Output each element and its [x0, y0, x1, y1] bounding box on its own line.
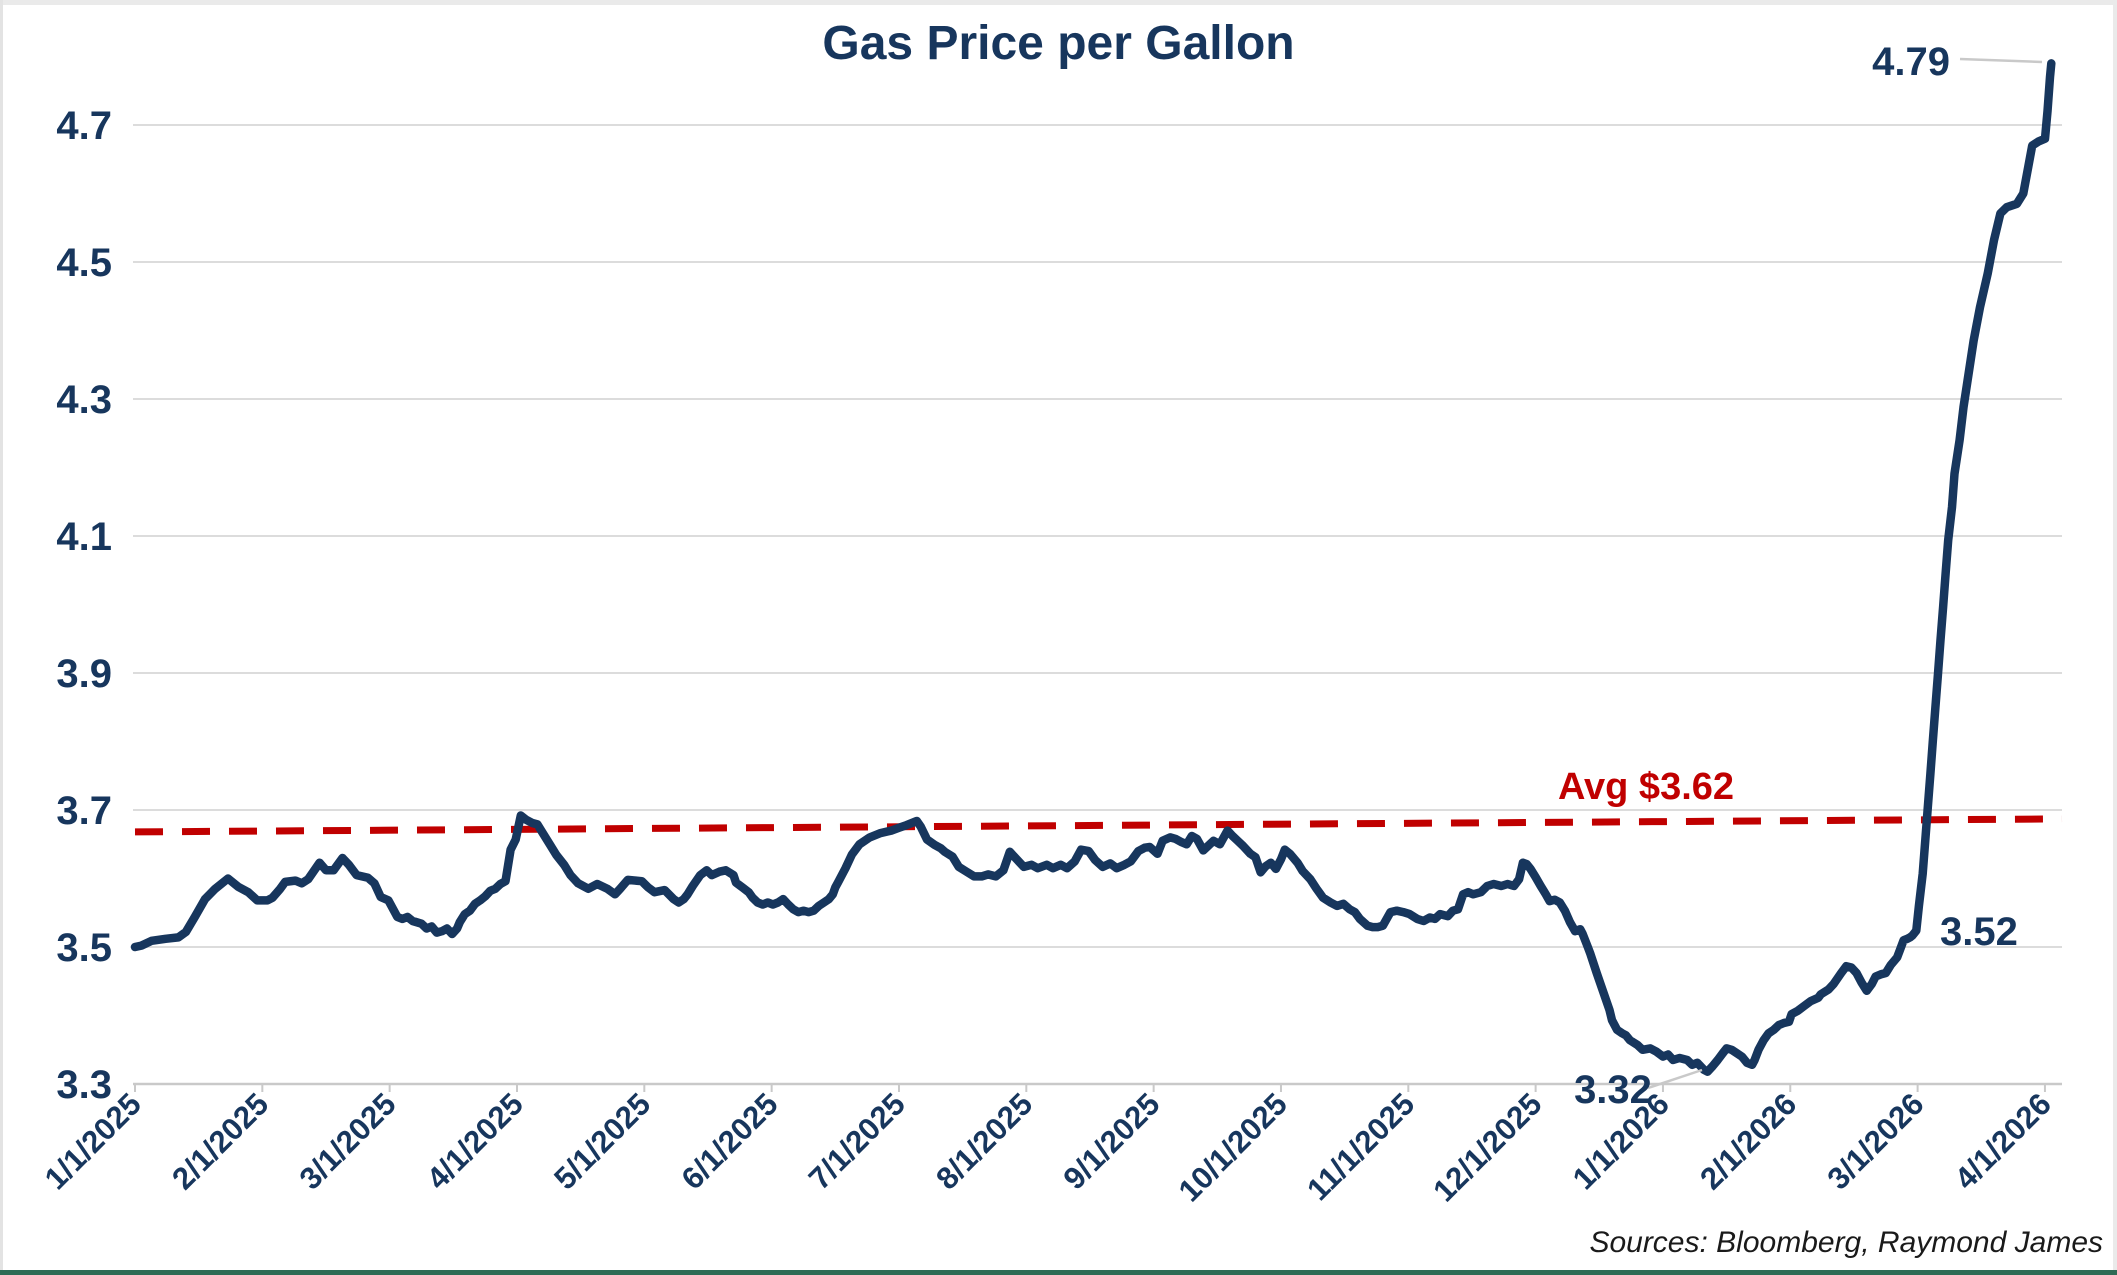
y-tick-label-4.1: 4.1 — [56, 515, 112, 559]
y-tick-label-3.3: 3.3 — [56, 1063, 112, 1107]
y-tick-label-4.7: 4.7 — [56, 104, 112, 148]
top-border-bar — [0, 0, 2117, 5]
y-tick-label-4.5: 4.5 — [56, 241, 112, 285]
gas-price-series-line — [130, 59, 2056, 1076]
sources-note: Sources: Bloomberg, Raymond James — [1589, 1226, 2103, 1259]
average-dashed-line — [134, 815, 2063, 836]
average-line-label: Avg $3.62 — [1558, 766, 1735, 808]
y-tick-label-3.7: 3.7 — [56, 789, 112, 833]
y-tick-label-3.9: 3.9 — [56, 652, 112, 696]
bottom-border-bar — [0, 1270, 2117, 1275]
y-tick-label-3.5: 3.5 — [56, 926, 112, 970]
annotation-pre-spike-value: 3.52 — [1940, 910, 2018, 954]
leader-line-4-79 — [1959, 57, 2043, 64]
y-tick-label-4.3: 4.3 — [56, 378, 112, 422]
annotation-min-value: 3.32 — [1574, 1068, 1652, 1112]
annotation-peak-value: 4.79 — [1872, 40, 1950, 84]
leader-line-3-32 — [1647, 1068, 1703, 1090]
chart-title: Gas Price per Gallon — [822, 17, 1295, 70]
right-border-bar — [2113, 0, 2117, 1275]
left-border-bar — [0, 0, 3, 1275]
